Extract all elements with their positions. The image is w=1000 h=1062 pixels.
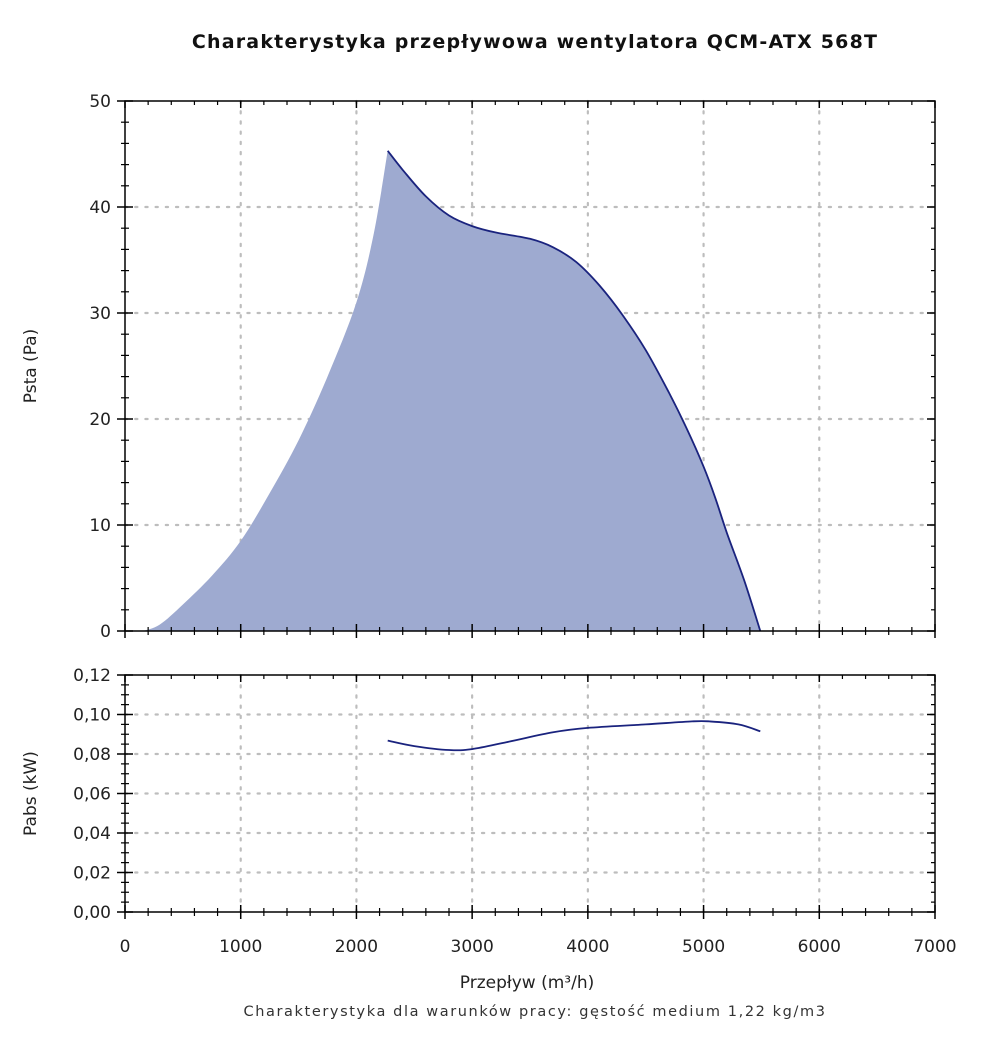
power-y-tick-labels: 0,00 0,02 0,04 0,06 0,08 0,10 0,12 (73, 666, 111, 923)
footnote: Charakterystyka dla warunków pracy: gęst… (243, 1004, 826, 1020)
power-curve-line (387, 720, 761, 752)
x-tick-label: 6000 (798, 937, 841, 957)
x-tick-label: 4000 (566, 937, 609, 957)
x-tick-label: 7000 (913, 937, 956, 957)
power-y-axis-title: Pabs (kW) (21, 751, 41, 836)
x-tick-labels: 0 1000 2000 3000 4000 5000 6000 7000 (120, 937, 957, 957)
x-tick-label: 1000 (219, 937, 262, 957)
x-tick-label: 3000 (451, 937, 494, 957)
y-tick-label: 0,06 (73, 785, 111, 805)
y-tick-label: 0,12 (73, 666, 111, 686)
y-tick-label: 0,08 (73, 745, 111, 765)
y-tick-label: 30 (89, 304, 111, 324)
pressure-y-tick-labels: 0 10 20 30 40 50 (89, 92, 111, 642)
y-tick-label: 0,00 (73, 903, 111, 923)
y-tick-label: 50 (89, 92, 111, 112)
x-tick-label: 2000 (335, 937, 378, 957)
pressure-plot-frame (124, 100, 936, 632)
power-axis-ticks (117, 674, 936, 919)
power-grid (123, 673, 937, 914)
pressure-y-axis-title: Psta (Pa) (21, 329, 41, 403)
y-tick-label: 0,02 (73, 864, 111, 884)
x-tick-label: 0 (120, 937, 131, 957)
x-tick-label: 5000 (682, 937, 725, 957)
y-tick-label: 40 (89, 198, 111, 218)
y-tick-label: 0,04 (73, 824, 111, 844)
y-tick-label: 10 (89, 516, 111, 536)
pressure-area-fill (142, 150, 761, 632)
y-tick-label: 0 (100, 622, 111, 642)
pressure-chart: 0 10 20 30 40 50 Psta (Pa) (21, 92, 937, 642)
chart-title: Charakterystyka przepływowa wentylatora … (192, 31, 878, 53)
y-tick-label: 0,10 (73, 706, 111, 726)
pressure-curve-line (386, 150, 762, 632)
power-chart: 0,00 0,02 0,04 0,06 0,08 0,10 0,12 Pabs (kW) 0… (21, 666, 957, 957)
y-tick-label: 20 (89, 410, 111, 430)
pressure-axis-ticks (117, 100, 936, 638)
x-axis-title: Przepływ (m³/h) (460, 973, 594, 993)
